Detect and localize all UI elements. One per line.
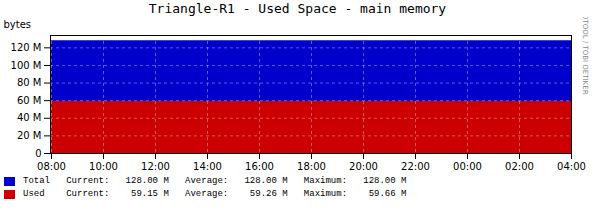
svg-text:80 M: 80 M [17, 77, 42, 88]
svg-text:04:00: 04:00 [557, 161, 586, 172]
svg-text:100 M: 100 M [11, 60, 42, 71]
svg-text:10:00: 10:00 [89, 161, 118, 172]
svg-text:18:00: 18:00 [297, 161, 326, 172]
svg-text:14:00: 14:00 [193, 161, 222, 172]
svg-text:60 M: 60 M [17, 95, 42, 106]
svg-text:08:00: 08:00 [37, 161, 66, 172]
svg-text:12:00: 12:00 [141, 161, 170, 172]
svg-text:02:00: 02:00 [505, 161, 534, 172]
svg-text:16:00: 16:00 [245, 161, 274, 172]
html-text:Triangle-R1 - Used Space - mai: Triangle-R1 - Used Space - main memory [148, 1, 447, 16]
svg-text:bytes: bytes [4, 19, 32, 30]
svg-text:0: 0 [35, 148, 41, 159]
svg-text:40 M: 40 M [17, 112, 42, 123]
svg-text:20 M: 20 M [17, 130, 42, 141]
svg-text:120 M: 120 M [11, 42, 42, 53]
svg-text:20:00: 20:00 [349, 161, 378, 172]
svg-text:RRDTOOL / TOBI OETIKER: RRDTOOL / TOBI OETIKER [581, 17, 589, 95]
svg-text:00:00: 00:00 [453, 161, 482, 172]
html-text:Total Current: 128.00 M Averag: Total Current: 128.00 M Average: 128.00 … [23, 176, 407, 186]
html-text:Used Current: 59.15 M Average:: Used Current: 59.15 M Average: 59.26 M M… [23, 189, 407, 199]
svg-text:22:00: 22:00 [401, 161, 430, 172]
